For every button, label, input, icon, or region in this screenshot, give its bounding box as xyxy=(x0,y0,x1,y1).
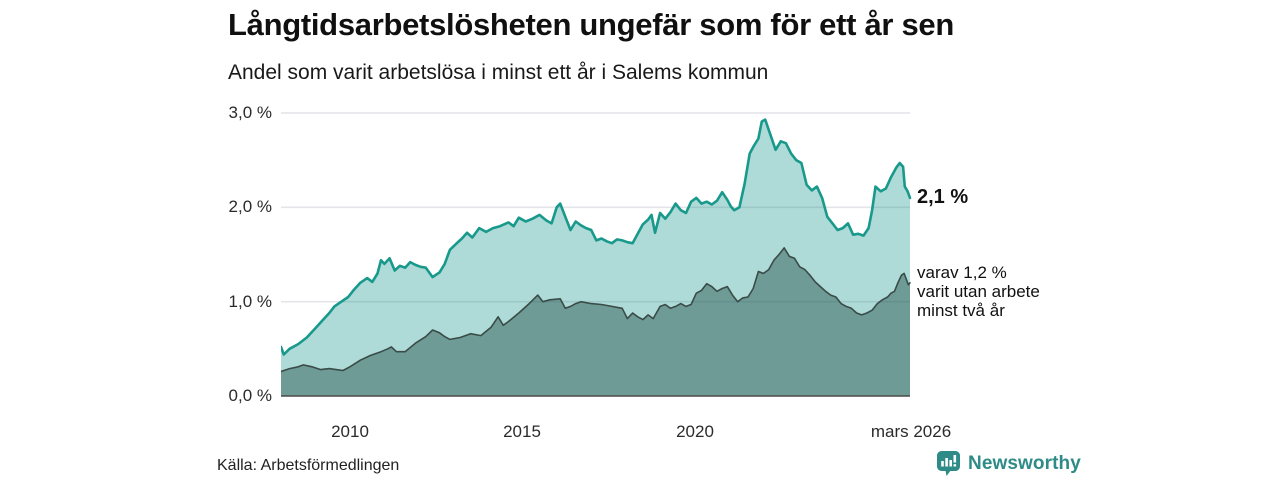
newsworthy-logo: Newsworthy xyxy=(936,450,1081,477)
source-note: Källa: Arbetsförmedlingen xyxy=(217,457,400,474)
subset-value-line2: varit utan arbete xyxy=(917,282,1040,301)
y-tick-0: 0,0 % xyxy=(228,386,272,405)
y-tick-3: 3,0 % xyxy=(228,103,272,122)
x-tick-2015: 2015 xyxy=(503,422,541,441)
x-tick-mars-2026: mars 2026 xyxy=(870,422,952,441)
x-tick-2020: 2020 xyxy=(676,422,714,441)
page-title: Långtidsarbetslösheten ungefär som för e… xyxy=(228,7,955,42)
y-tick-1: 1,0 % xyxy=(228,292,272,311)
y-tick-2: 2,0 % xyxy=(228,197,272,216)
unemployment-area-chart xyxy=(281,112,912,397)
subset-value-line3: minst två år xyxy=(917,301,1005,320)
subset-value-line1: varav 1,2 % xyxy=(917,263,1007,282)
bar-chart-speech-bubble-icon xyxy=(937,451,960,476)
x-tick-2010: 2010 xyxy=(331,422,369,441)
page-subtitle: Andel som varit arbetslösa i minst ett å… xyxy=(228,61,769,84)
brand-wordmark: Newsworthy xyxy=(968,452,1081,474)
total-value-label: 2,1 % xyxy=(917,186,969,208)
subset-value-label: varav 1,2 % varit utan arbete minst två … xyxy=(917,263,1040,320)
